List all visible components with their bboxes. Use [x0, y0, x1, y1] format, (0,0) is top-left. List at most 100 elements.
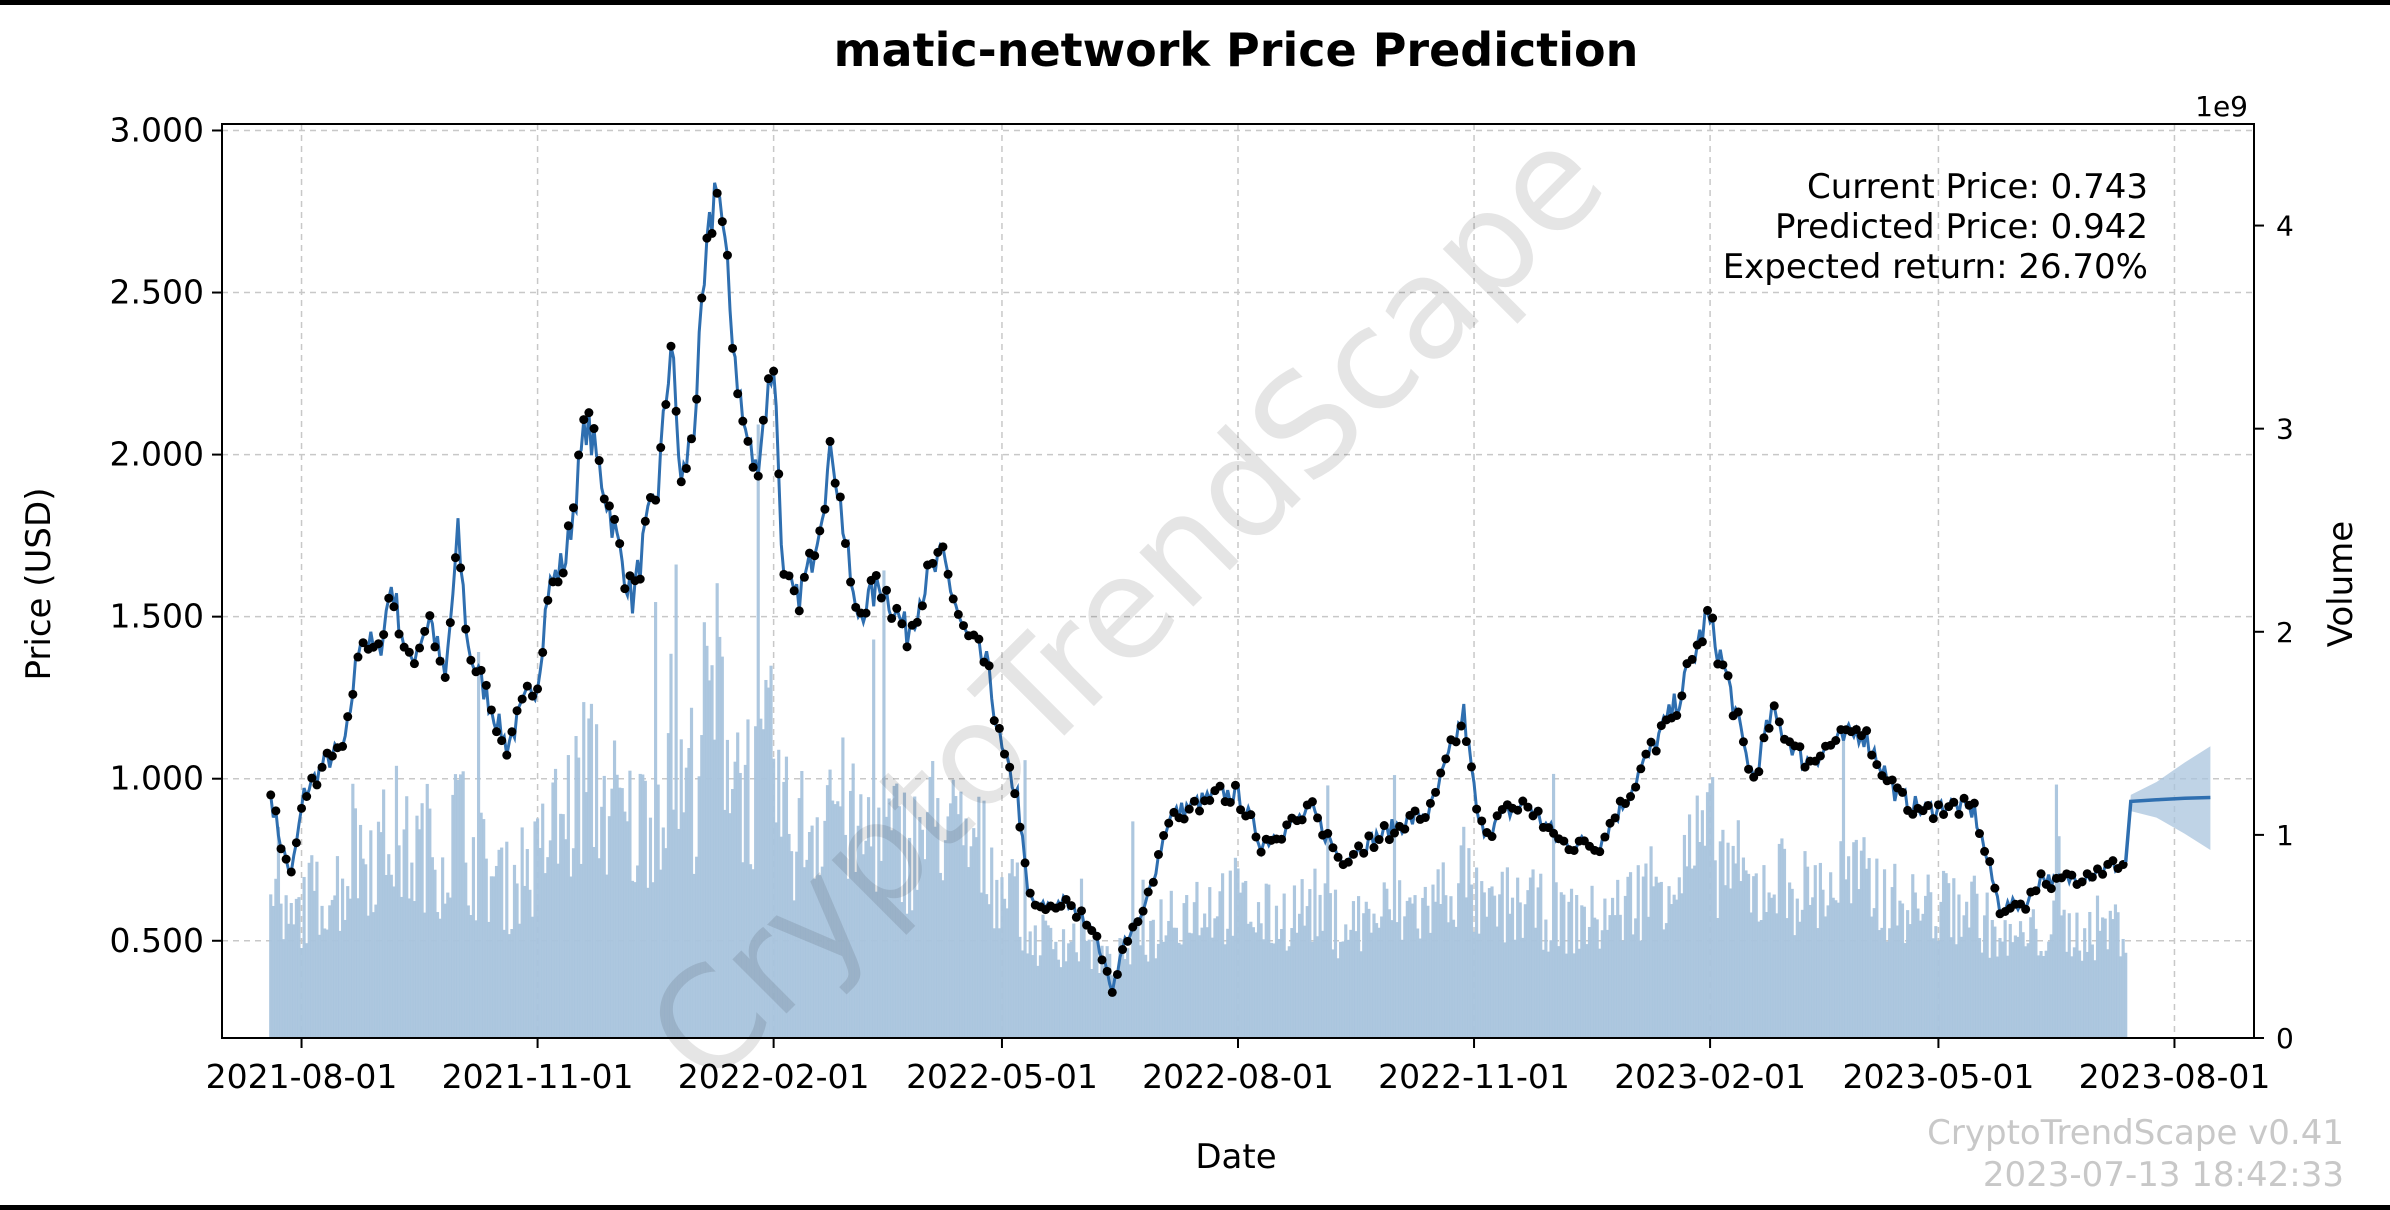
y-tick-label: 2.000 [110, 435, 204, 474]
volume-bar [938, 872, 942, 1038]
price-point [281, 854, 291, 864]
volume-bar [569, 876, 573, 1038]
volume-bar [1487, 888, 1492, 1038]
price-point [733, 389, 743, 399]
volume-bar [1126, 948, 1130, 1038]
volume-bar [1793, 935, 1797, 1038]
volume-bar [1421, 897, 1425, 1038]
volume-bar [1921, 913, 1925, 1038]
volume-bar [1616, 879, 1620, 1038]
price-point [445, 618, 455, 628]
volume-bar [1957, 894, 1961, 1038]
price-point [1005, 762, 1015, 772]
volume-bar [1670, 904, 1674, 1038]
volume-bar [1138, 945, 1143, 1038]
price-point [1677, 691, 1687, 701]
volume-bar [1385, 888, 1389, 1038]
volume-bar [1903, 943, 1907, 1038]
volume-bar [1231, 935, 1235, 1038]
volume-bar [1936, 940, 1941, 1038]
volume-bar [959, 791, 963, 1038]
price-point [1138, 906, 1148, 916]
price-point [882, 585, 892, 595]
price-point [271, 806, 281, 816]
volume-bar [1926, 874, 1930, 1038]
price-point [1061, 894, 1071, 904]
volume-bar [1079, 878, 1084, 1038]
volume-bar [1464, 897, 1468, 1038]
volume-bar [666, 733, 671, 1038]
volume-bar [1259, 923, 1263, 1038]
price-point [1595, 847, 1605, 857]
price-point [1195, 806, 1205, 816]
volume-bar [1657, 882, 1661, 1038]
volume-bar [1785, 918, 1789, 1038]
price-point [1477, 816, 1487, 826]
price-point [1164, 818, 1174, 828]
volume-bar [951, 779, 955, 1038]
volume-bar [1439, 903, 1443, 1038]
volume-bar [1998, 937, 2002, 1038]
price-point [404, 647, 414, 657]
price-point [1759, 733, 1769, 743]
price-point [327, 751, 337, 761]
price-point [1466, 762, 1476, 772]
volume-bar [769, 665, 773, 1038]
volume-bar [1667, 886, 1671, 1038]
volume-bar [625, 821, 629, 1038]
volume-bar [607, 816, 611, 1038]
price-point [430, 642, 440, 652]
volume-bar [987, 904, 991, 1038]
price-point [286, 867, 296, 877]
price-point [266, 790, 276, 800]
volume-bar [1177, 942, 1181, 1038]
volume-bar [1128, 964, 1132, 1038]
volume-bar [1790, 888, 1794, 1038]
price-point [1954, 809, 1964, 819]
volume-bar [807, 832, 812, 1038]
volume-bar [351, 783, 355, 1038]
volume-bar [643, 780, 647, 1038]
prediction-series-line [2123, 795, 2211, 863]
volume-bar [2098, 930, 2102, 1038]
volume-bar [879, 860, 883, 1038]
price-point [687, 434, 697, 444]
price-point [1359, 848, 1369, 858]
volume-bar [984, 894, 989, 1038]
volume-bar [954, 796, 958, 1038]
volume-bar [1580, 905, 1584, 1038]
volume-bar [1762, 865, 1766, 1038]
volume-bar [330, 899, 334, 1038]
price-point [517, 694, 527, 704]
price-point [1472, 804, 1482, 814]
volume-bar [1672, 894, 1676, 1038]
price-point [1436, 768, 1446, 778]
volume-bar [497, 849, 501, 1038]
x-tick-label: 2022-02-01 [678, 1057, 870, 1096]
volume-bar [358, 824, 363, 1038]
volume-bar [1531, 869, 1535, 1038]
price-point [1307, 797, 1317, 807]
price-point [538, 647, 548, 657]
price-point [1969, 798, 1979, 808]
volume-bar [2093, 960, 2097, 1038]
y-axis-ticks: 0.500 1.000 1.500 2.000 2.500 3.000 [110, 110, 222, 960]
volume-bar [843, 834, 848, 1038]
volume-bar [1103, 965, 1107, 1038]
volume-bar [1757, 921, 1761, 1038]
volume-bar [1631, 934, 1635, 1038]
volume-bar [1967, 927, 1971, 1038]
volume-bar [1246, 923, 1250, 1038]
price-point [651, 495, 661, 505]
volume-bar [967, 867, 971, 1038]
volume-bar [1077, 961, 1081, 1038]
volume-bar [541, 803, 545, 1038]
volume-bar [1975, 893, 1979, 1038]
volume-bar [1115, 979, 1119, 1038]
volume-bar [949, 803, 953, 1038]
volume-bar [1446, 922, 1450, 1038]
volume-bar [553, 768, 558, 1038]
volume-bar [961, 845, 966, 1038]
volume-bar [317, 934, 322, 1038]
volume-bar [600, 806, 604, 1038]
